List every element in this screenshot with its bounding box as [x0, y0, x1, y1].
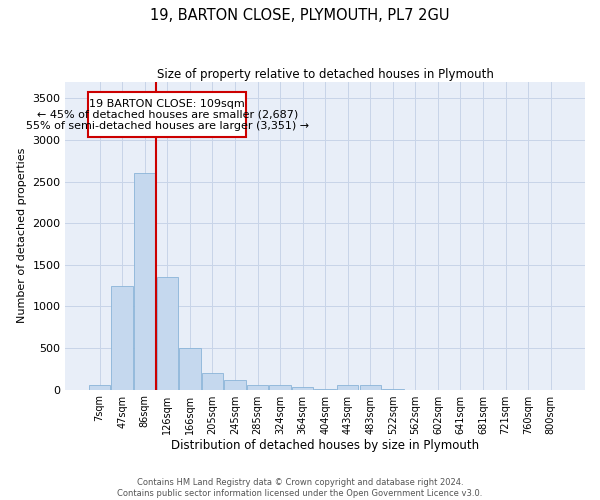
Title: Size of property relative to detached houses in Plymouth: Size of property relative to detached ho… [157, 68, 494, 80]
Bar [292, 387, 313, 390]
Bar [179, 348, 200, 390]
FancyBboxPatch shape [88, 92, 246, 136]
Y-axis label: Number of detached properties: Number of detached properties [17, 148, 27, 324]
Bar [337, 386, 358, 390]
Text: 19 BARTON CLOSE: 109sqm: 19 BARTON CLOSE: 109sqm [89, 98, 245, 108]
Bar [247, 385, 268, 390]
Bar [157, 277, 178, 390]
Text: Contains HM Land Registry data © Crown copyright and database right 2024.
Contai: Contains HM Land Registry data © Crown c… [118, 478, 482, 498]
Bar [112, 286, 133, 390]
X-axis label: Distribution of detached houses by size in Plymouth: Distribution of detached houses by size … [171, 440, 479, 452]
Bar [134, 173, 155, 390]
Bar [359, 386, 381, 390]
Bar [202, 373, 223, 390]
Bar [224, 380, 245, 390]
Text: 55% of semi-detached houses are larger (3,351) →: 55% of semi-detached houses are larger (… [26, 120, 309, 130]
Text: ← 45% of detached houses are smaller (2,687): ← 45% of detached houses are smaller (2,… [37, 110, 298, 120]
Bar [89, 386, 110, 390]
Bar [269, 386, 291, 390]
Text: 19, BARTON CLOSE, PLYMOUTH, PL7 2GU: 19, BARTON CLOSE, PLYMOUTH, PL7 2GU [150, 8, 450, 22]
